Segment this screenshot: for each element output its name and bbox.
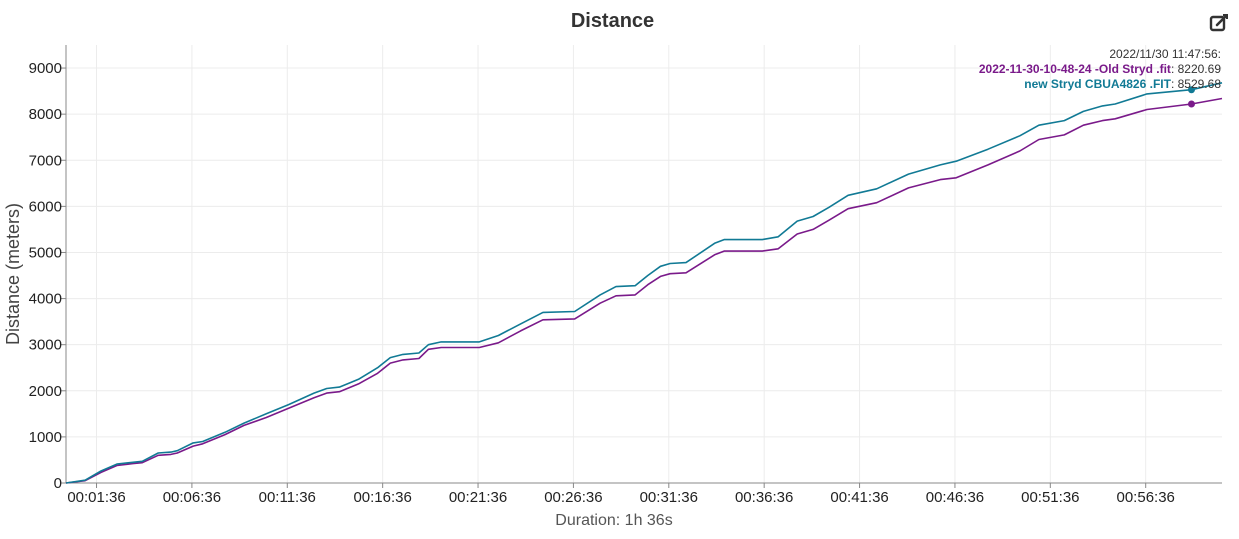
x-tick-label: 00:11:36 [259,489,316,506]
y-tick-label: 9000 [29,60,62,77]
x-tick-label: 00:06:36 [163,489,221,506]
y-tick-label: 8000 [29,106,62,123]
tooltip-timestamp: 2022/11/30 11:47:56: [1109,47,1221,61]
y-axis-title: Distance (meters) [3,203,23,345]
x-tick-label: 00:01:36 [67,489,125,506]
x-tick-label: 00:46:36 [926,489,984,506]
legend-value-new-stryd: 8529.68 [1177,77,1221,91]
legend-name-new-stryd: new Stryd CBUA4826 .FIT [1024,77,1171,91]
x-tick-label: 00:16:36 [353,489,411,506]
x-tick-label: 00:26:36 [544,489,602,506]
cursor-point-0 [1187,100,1195,108]
y-tick-label: 0 [54,475,62,492]
x-tick-label: 00:21:36 [449,489,507,506]
edit-icon[interactable] [1209,13,1229,33]
legend-value-old-stryd: 8220.69 [1177,62,1221,76]
y-tick-label: 1000 [29,429,62,446]
x-tick-label: 00:41:36 [830,489,888,506]
y-tick-label: 5000 [29,244,62,261]
x-tick-label: 00:36:36 [735,489,793,506]
x-tick-label: 00:51:36 [1021,489,1079,506]
x-tick-label: 00:31:36 [640,489,698,506]
x-axis-title: Duration: 1h 36s [555,512,672,529]
tooltip-legend: 2022/11/30 11:47:56: 2022-11-30-10-48-24… [979,47,1221,92]
legend-entry-old-stryd[interactable]: 2022-11-30-10-48-24 -Old Stryd .fit: 822… [978,62,1221,76]
y-tick-label: 6000 [29,198,62,215]
y-tick-label: 2000 [29,383,62,400]
y-tick-label: 7000 [29,152,62,169]
legend-entry-new-stryd[interactable]: new Stryd CBUA4826 .FIT: 8529.68 [1024,77,1221,91]
series-line-1 [65,82,1223,484]
chart-title: Distance [570,10,655,32]
series-line-0 [65,97,1223,484]
legend-name-old-stryd: 2022-11-30-10-48-24 -Old Stryd .fit [978,62,1171,76]
y-tick-label: 3000 [29,337,62,354]
y-tick-label: 4000 [29,291,62,308]
x-tick-label: 00:56:36 [1117,489,1175,506]
cursor-point-1 [1187,86,1195,94]
